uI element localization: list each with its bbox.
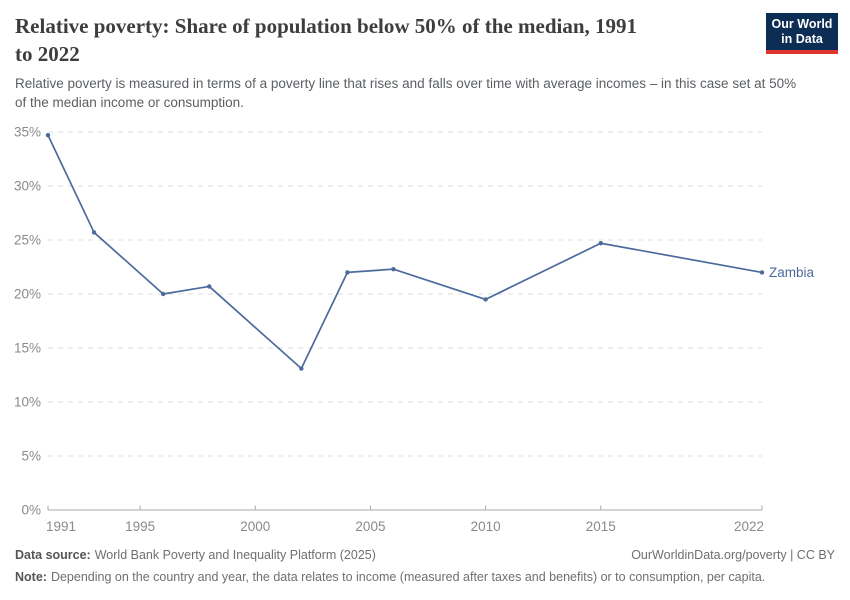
y-tick-label: 20%: [14, 287, 41, 302]
y-tick-label: 15%: [14, 341, 41, 356]
note-label: Note:: [15, 570, 47, 584]
x-tick-label: 1995: [125, 519, 155, 534]
y-tick-label: 35%: [14, 125, 41, 140]
data-point: [299, 366, 304, 371]
data-point: [207, 284, 212, 289]
x-tick-label: 2022: [734, 519, 764, 534]
data-point: [598, 241, 603, 246]
data-point: [91, 230, 97, 235]
y-tick-label: 30%: [14, 179, 41, 194]
chart-footer: Data source: World Bank Poverty and Inequ…: [15, 546, 835, 586]
note-text: Depending on the country and year, the d…: [50, 570, 766, 584]
chart-subtitle: Relative poverty is measured in terms of…: [15, 76, 797, 110]
data-source-text: World Bank Poverty and Inequality Platfo…: [94, 548, 376, 562]
y-tick-label: 0%: [21, 503, 41, 518]
x-tick-label: 2015: [586, 519, 616, 534]
x-tick-label: 2010: [471, 519, 501, 534]
data-source-label: Data source:: [15, 548, 91, 562]
y-tick-label: 5%: [21, 449, 41, 464]
data-point: [45, 133, 51, 138]
page-title-line2: to 2022: [15, 42, 80, 66]
data-point: [345, 270, 350, 275]
data-line: [47, 134, 763, 370]
y-tick-label: 10%: [14, 395, 41, 410]
entity-label: Zambia: [769, 265, 815, 280]
note-line: Note: Depending on the country and year, …: [15, 568, 835, 586]
data-point: [160, 291, 166, 297]
data-point: [759, 270, 765, 275]
attribution-text: OurWorldinData.org/poverty | CC BY: [631, 548, 835, 562]
data-source-line: Data source: World Bank Poverty and Inequ…: [15, 546, 376, 564]
owid-logo-line1: Our World: [771, 17, 833, 31]
x-tick-label: 2005: [355, 519, 385, 534]
owid-logo-line2: in Data: [781, 32, 823, 46]
data-point: [391, 266, 396, 272]
page-title-line1: Relative poverty: Share of population be…: [15, 14, 638, 38]
owid-logo: Our World in Data: [766, 13, 838, 54]
data-point: [483, 297, 488, 302]
page-title: Relative poverty: Share of population be…: [15, 12, 735, 68]
x-tick-label: 2000: [240, 519, 270, 534]
x-tick-label: 1991: [46, 519, 76, 534]
y-tick-label: 25%: [14, 233, 41, 248]
